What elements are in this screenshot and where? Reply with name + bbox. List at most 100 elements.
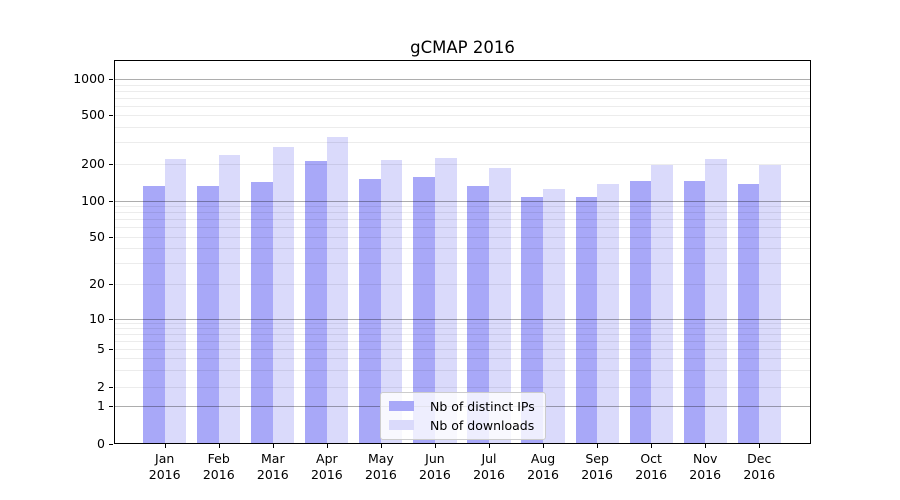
x-tick-year: 2016 [635, 467, 668, 482]
x-tick-mark [705, 444, 707, 448]
x-tick-label: Jun 2016 [403, 451, 467, 483]
legend-swatch [389, 400, 414, 412]
x-tick-mark [489, 444, 490, 448]
y-tick-mark [109, 79, 113, 81]
legend-item-distinct-ips: Nb of distinct IPs [389, 398, 535, 414]
x-tick-mark [272, 444, 274, 448]
legend: Nb of distinct IPs Nb of downloads [380, 392, 546, 440]
x-tick-mark [434, 444, 436, 448]
x-tick-label: Apr 2016 [295, 451, 359, 483]
bar-distinct-ips-aug [521, 196, 544, 444]
bar-downloads-sep [597, 184, 619, 444]
y-tick-label: 0 [97, 436, 105, 451]
bar-downloads-dec [759, 165, 781, 444]
bar-distinct-ips-oct [629, 181, 652, 444]
x-tick-mark [759, 444, 761, 448]
bar-distinct-ips-may [359, 178, 381, 444]
y-tick-label: 1 [97, 398, 105, 413]
bar-distinct-ips-feb [197, 185, 219, 444]
y-tick-label: 200 [81, 156, 105, 172]
x-tick-mark [597, 444, 599, 448]
gridline-minor [114, 248, 811, 250]
x-tick-label: Jul 2016 [457, 451, 521, 483]
x-tick-label: Feb 2016 [187, 451, 251, 483]
bar-downloads-jul [489, 168, 511, 444]
plot-area [114, 60, 811, 444]
y-tick-mark [109, 284, 113, 285]
x-tick-year: 2016 [581, 467, 613, 482]
bar-downloads-nov [705, 159, 727, 444]
bar-distinct-ips-mar [251, 181, 273, 444]
x-tick-year: 2016 [202, 467, 235, 482]
gridline-minor [114, 358, 811, 360]
x-tick-month: Dec [747, 451, 772, 466]
legend-label: Nb of downloads [430, 417, 535, 433]
bar-distinct-ips-jan [143, 186, 165, 444]
y-tick-mark [109, 444, 113, 445]
gridline-minor [114, 369, 811, 371]
bar-distinct-ips-sep [575, 196, 598, 444]
gridline-minor [114, 206, 811, 208]
y-tick-label: 100 [81, 192, 105, 208]
x-tick-mark [651, 444, 653, 448]
gridline-minor [114, 164, 811, 166]
x-tick-label: Aug 2016 [511, 451, 575, 483]
x-tick-month: May [367, 451, 394, 466]
x-tick-label: Mar 2016 [241, 451, 305, 483]
x-tick-month: Mar [261, 451, 285, 466]
gridline-minor [114, 323, 811, 325]
y-tick-mark [109, 349, 113, 350]
x-tick-mark [164, 444, 166, 448]
y-tick-label: 50 [89, 229, 105, 244]
gridline-minor [114, 340, 811, 342]
bar-downloads-oct [651, 165, 673, 444]
gridline-minor [114, 263, 811, 265]
bar-downloads-apr [326, 137, 349, 444]
bar-distinct-ips-jun [413, 176, 435, 444]
gridline-minor [114, 386, 811, 388]
y-tick-mark [109, 237, 113, 238]
x-tick-month: Oct [640, 451, 662, 466]
bar-downloads-feb [218, 154, 241, 444]
gridline-minor [114, 97, 811, 99]
x-tick-month: Jun [425, 451, 445, 466]
y-tick-mark [109, 318, 113, 320]
x-tick-mark [326, 444, 328, 448]
x-tick-label: Jan 2016 [133, 451, 197, 483]
gridline-minor [114, 349, 811, 350]
bar-downloads-jun [434, 157, 457, 444]
x-tick-year: 2016 [473, 467, 505, 482]
gridline-minor [114, 328, 811, 330]
bar-distinct-ips-nov [683, 181, 706, 444]
x-tick-label: May 2016 [349, 451, 413, 483]
x-tick-label: Sep 2016 [565, 451, 629, 483]
x-tick-label: Oct 2016 [619, 451, 683, 483]
x-tick-mark [543, 444, 545, 448]
y-tick-mark [109, 164, 113, 166]
x-tick-year: 2016 [364, 467, 397, 482]
chart-title: gCMAP 2016 [410, 38, 515, 57]
x-tick-year: 2016 [256, 467, 289, 482]
y-tick-label: 20 [89, 276, 105, 291]
x-tick-month: Nov [692, 451, 718, 466]
x-tick-month: Sep [585, 451, 609, 466]
bar-downloads-may [380, 159, 403, 444]
x-tick-month: Feb [207, 451, 230, 466]
y-tick-mark [109, 406, 113, 407]
x-tick-label: Nov 2016 [673, 451, 737, 483]
gridline-major [114, 200, 811, 202]
x-tick-year: 2016 [743, 467, 776, 482]
bar-downloads-mar [272, 147, 295, 444]
gridline-minor [114, 212, 811, 214]
y-tick-mark [109, 386, 113, 388]
x-tick-month: Jul [481, 451, 497, 466]
x-tick-mark [380, 444, 382, 448]
y-tick-label: 500 [81, 107, 105, 122]
gridline-minor [114, 334, 811, 336]
bar-distinct-ips-jul [467, 186, 489, 444]
bar-downloads-jan [164, 158, 187, 444]
x-tick-year: 2016 [148, 467, 181, 482]
gridline-minor [114, 142, 811, 144]
x-tick-mark [218, 444, 220, 448]
